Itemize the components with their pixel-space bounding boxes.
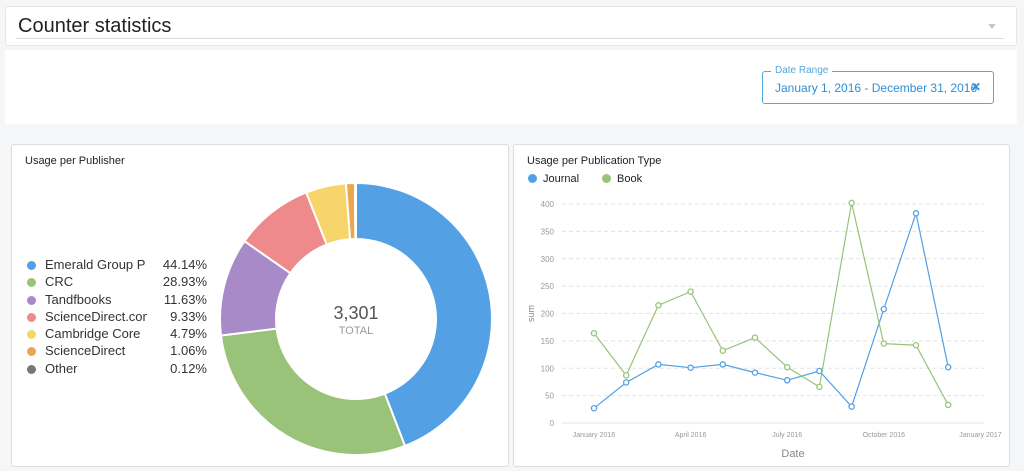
publication-type-panel: Usage per Publication Type Journal Book … xyxy=(513,144,1010,467)
close-icon[interactable]: ✕ xyxy=(970,80,981,94)
legend-item[interactable]: Tandfbooks 11.63% xyxy=(27,292,207,309)
legend-item[interactable]: ScienceDirect.com 9.33% xyxy=(27,309,207,326)
legend-item[interactable]: Emerald Group P 44.14% xyxy=(27,257,207,274)
data-point[interactable] xyxy=(590,404,598,412)
publisher-panel-title: Usage per Publisher xyxy=(25,155,125,167)
legend-dot xyxy=(27,295,36,305)
legend-item-book[interactable]: Book xyxy=(602,173,642,185)
legend-label: Other xyxy=(45,360,78,376)
page-title: Counter statistics xyxy=(18,15,172,37)
x-tick-label: April 2016 xyxy=(675,432,707,439)
data-point[interactable] xyxy=(751,334,759,341)
series-line-book[interactable] xyxy=(593,202,949,406)
legend-item-journal[interactable]: Journal xyxy=(528,173,579,185)
data-point[interactable] xyxy=(622,379,630,386)
x-tick-label: October 2016 xyxy=(863,432,906,439)
y-tick-label: 200 xyxy=(541,310,555,319)
legend-percentage: 4.79% xyxy=(170,326,207,342)
y-tick-label: 300 xyxy=(541,255,555,264)
donut-slice[interactable] xyxy=(355,181,493,448)
data-point[interactable] xyxy=(783,377,791,384)
title-divider xyxy=(16,38,1004,39)
legend-percentage: 28.93% xyxy=(162,274,207,290)
legend-label: ScienceDirect.com xyxy=(45,308,147,324)
date-range-label: Date Range xyxy=(771,65,833,76)
data-point[interactable] xyxy=(655,361,662,368)
publication-type-line-chart: 0 50 100 150 200 250 300 350 400 January 2016 Apri… xyxy=(526,199,1002,460)
data-point[interactable] xyxy=(816,383,823,391)
publisher-legend: Emerald Group P 44.14% CRC 28.93% Tandfb… xyxy=(27,257,207,378)
y-tick-label: 150 xyxy=(541,337,555,346)
legend-dot xyxy=(27,312,36,322)
legend-label: Cambridge Core xyxy=(45,326,141,342)
data-point[interactable] xyxy=(880,340,888,347)
publisher-panel: Usage per Publisher Emerald Group P 44.1… xyxy=(11,144,509,467)
data-point[interactable] xyxy=(783,363,791,371)
y-tick-label: 250 xyxy=(541,282,555,291)
publisher-donut-chart: 3,301 TOTAL xyxy=(219,181,493,456)
data-point[interactable] xyxy=(944,363,952,371)
publication-type-panel-title: Usage per Publication Type xyxy=(527,155,662,167)
y-tick-label: 400 xyxy=(541,200,555,209)
legend-percentage: 0.12% xyxy=(170,360,207,376)
series-line-journal[interactable] xyxy=(593,211,949,409)
title-card: Counter statistics xyxy=(5,6,1017,46)
y-tick-label: 350 xyxy=(541,227,555,236)
data-point[interactable] xyxy=(848,403,855,410)
legend-item[interactable]: CRC 28.93% xyxy=(27,274,207,291)
data-point[interactable] xyxy=(687,364,694,371)
legend-label: Book xyxy=(617,173,643,185)
legend-item[interactable]: Cambridge Core 4.79% xyxy=(27,326,207,343)
donut-total-label: TOTAL xyxy=(339,325,373,337)
y-tick-label: 50 xyxy=(545,392,554,401)
legend-dot xyxy=(27,278,36,288)
x-axis-label: Date xyxy=(781,448,804,460)
data-point[interactable] xyxy=(719,347,727,354)
legend-label: CRC xyxy=(45,274,74,290)
legend-item[interactable]: ScienceDirect 1.06% xyxy=(27,343,207,360)
y-axis-label: sum xyxy=(526,305,536,322)
collapse-caret-icon[interactable] xyxy=(988,24,996,29)
x-tick-label: July 2016 xyxy=(772,432,802,439)
data-point[interactable] xyxy=(912,342,920,349)
date-range-field[interactable]: Date Range January 1, 2016 - December 31… xyxy=(762,65,994,104)
data-point[interactable] xyxy=(751,369,759,376)
data-point[interactable] xyxy=(655,302,662,309)
data-point[interactable] xyxy=(816,367,823,375)
legend-percentage: 1.06% xyxy=(170,343,207,359)
donut-total-value: 3,301 xyxy=(333,303,378,323)
data-point[interactable] xyxy=(848,199,855,207)
legend-percentage: 11.63% xyxy=(163,291,207,307)
data-point[interactable] xyxy=(622,372,630,379)
legend-percentage: 44.14% xyxy=(162,257,207,272)
legend-percentage: 9.33% xyxy=(170,308,207,324)
donut-slice[interactable] xyxy=(219,327,407,456)
data-point[interactable] xyxy=(912,210,920,217)
data-point[interactable] xyxy=(944,401,952,409)
legend-dot xyxy=(27,347,36,357)
legend-dot xyxy=(528,174,537,183)
data-point[interactable] xyxy=(687,288,694,295)
x-tick-label: January 2016 xyxy=(573,432,616,439)
legend-item[interactable]: Other 0.12% xyxy=(27,361,207,378)
legend-label: Tandfbooks xyxy=(45,291,112,307)
legend-label: ScienceDirect xyxy=(45,343,126,359)
x-tick-label: January 2017 xyxy=(959,432,1002,439)
donut-slice[interactable] xyxy=(353,181,357,241)
legend-label: Emerald Group P xyxy=(45,257,146,272)
data-point[interactable] xyxy=(719,361,727,368)
legend-dot xyxy=(27,261,36,270)
y-tick-label: 100 xyxy=(541,364,555,373)
date-range-value[interactable]: January 1, 2016 - December 31, 2016 xyxy=(775,81,978,95)
legend-dot xyxy=(27,330,36,340)
data-point[interactable] xyxy=(880,305,888,313)
data-point[interactable] xyxy=(590,329,598,337)
y-tick-label: 0 xyxy=(550,419,555,428)
legend-dot xyxy=(27,364,36,374)
legend-label: Journal xyxy=(543,173,580,185)
legend-dot xyxy=(602,174,611,183)
